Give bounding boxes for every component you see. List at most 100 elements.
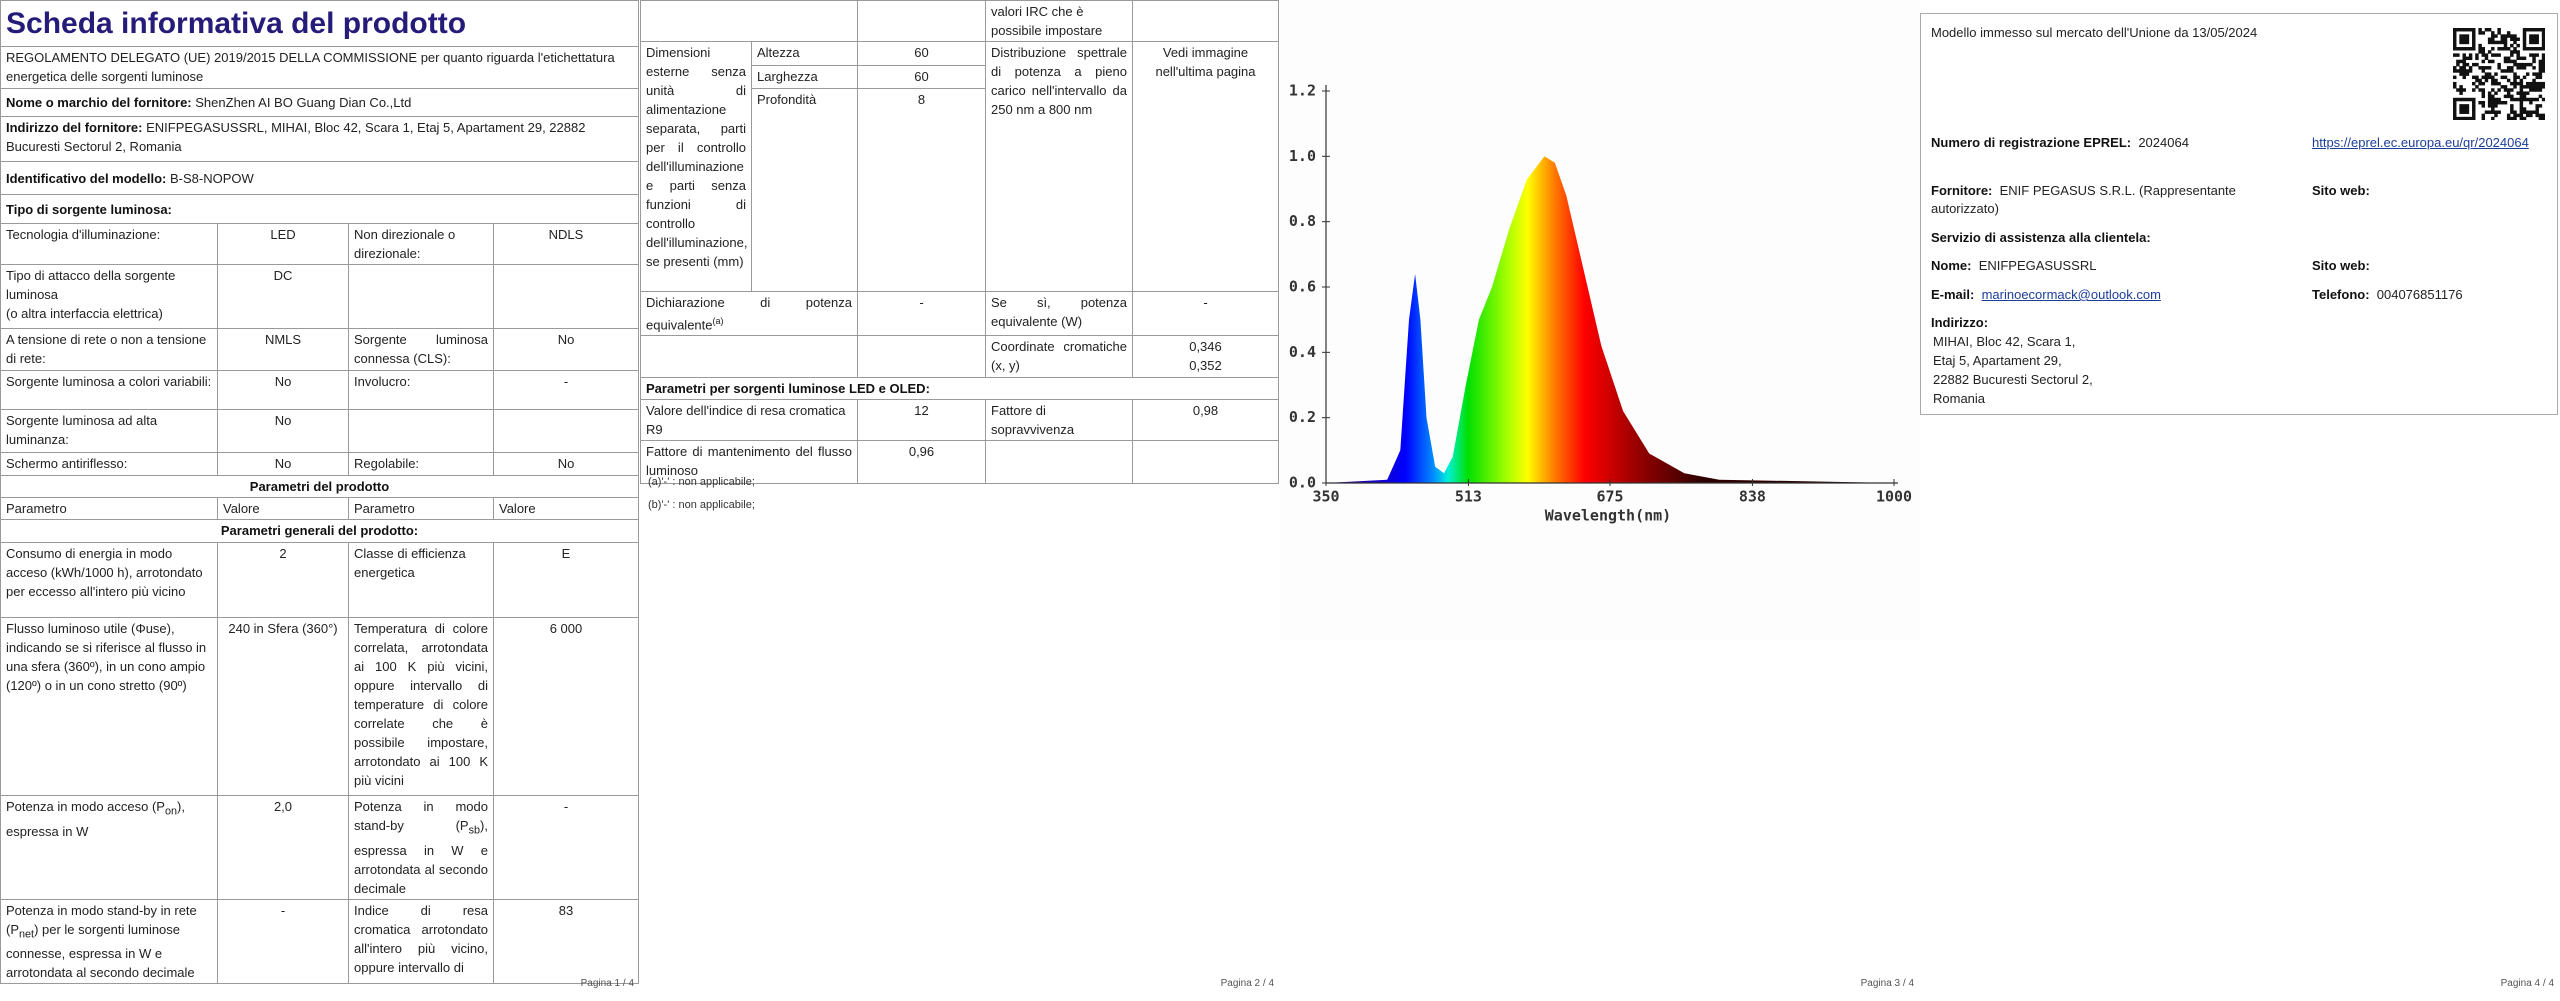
qr-module xyxy=(2462,72,2466,76)
qr-module xyxy=(2497,31,2501,35)
qr-module xyxy=(2497,81,2501,86)
qr-module xyxy=(2475,85,2479,89)
value: 2024064 xyxy=(2138,135,2189,150)
label: Involucro: xyxy=(348,370,494,410)
qr-module xyxy=(2522,107,2527,111)
qr-module xyxy=(2465,110,2470,114)
qr-module xyxy=(2519,116,2524,120)
qr-module xyxy=(2519,110,2524,114)
qr-module xyxy=(2532,78,2536,83)
qr-module xyxy=(2491,37,2495,41)
qr-module xyxy=(2516,113,2520,118)
qr-module xyxy=(2529,40,2533,45)
qr-module xyxy=(2522,40,2527,45)
qr-module xyxy=(2453,31,2457,35)
qr-module xyxy=(2532,40,2536,45)
qr-module xyxy=(2503,88,2508,92)
qr-module xyxy=(2535,88,2539,92)
qr-module xyxy=(2506,47,2511,51)
cell xyxy=(857,335,986,379)
qr-module xyxy=(2513,50,2517,54)
qr-module xyxy=(2494,97,2498,102)
qr-module xyxy=(2532,28,2536,32)
qr-module xyxy=(2491,47,2495,51)
email-link[interactable]: marinoecormack@outlook.com xyxy=(1981,287,2161,302)
qr-module xyxy=(2453,40,2457,45)
qr-module xyxy=(2525,72,2530,76)
qr-module xyxy=(2497,40,2501,45)
tr: A tensione di rete o non a tensione di r… xyxy=(0,328,639,371)
value: 8 xyxy=(857,88,986,292)
qr-module xyxy=(2541,62,2545,67)
qr-module xyxy=(2541,116,2545,120)
page-footer: Pagina 4 / 4 xyxy=(2500,978,2554,989)
qr-module xyxy=(2538,72,2543,76)
qr-module xyxy=(2525,91,2530,95)
qr-module xyxy=(2494,113,2498,118)
qr-module xyxy=(2453,43,2457,48)
tr: Dichiarazione di potenza equivalente(a) -… xyxy=(640,290,1279,337)
qr-module xyxy=(2541,69,2545,73)
text: net xyxy=(19,928,35,941)
y-tick-label: 0.0 xyxy=(1289,474,1316,492)
qr-module xyxy=(2459,116,2463,120)
qr-module xyxy=(2456,88,2460,92)
qr-module xyxy=(2541,28,2545,32)
qr-module xyxy=(2525,97,2530,102)
info-table: valori IRC che è possibile impostare Dim… xyxy=(640,0,1279,485)
qr-module xyxy=(2481,59,2486,64)
qr-module xyxy=(2487,59,2492,64)
value: - xyxy=(857,290,986,337)
qr-module xyxy=(2491,31,2495,35)
label: Temperatura di colore correlata, arroton… xyxy=(348,617,494,796)
qr-module xyxy=(2535,104,2539,108)
eprel-link[interactable]: https://eprel.ec.europa.eu/qr/2024064 xyxy=(2312,135,2529,150)
y-tick-label: 0.8 xyxy=(1289,212,1316,230)
label: Indirizzo del fornitore: xyxy=(6,120,143,135)
qr-module xyxy=(2453,75,2457,80)
qr-module xyxy=(2491,116,2495,120)
qr-module xyxy=(2453,28,2457,32)
value: DC xyxy=(217,264,349,329)
qr-module xyxy=(2468,69,2473,73)
qr-module xyxy=(2519,81,2524,86)
qr-module xyxy=(2491,100,2495,105)
cell: Tipo di attacco della sorgente luminosa (… xyxy=(0,264,218,329)
qr-module xyxy=(2453,81,2457,86)
qr-module xyxy=(2494,81,2498,86)
info-table: Scheda informativa del prodotto REGOLAME… xyxy=(0,0,639,985)
qr-module xyxy=(2538,59,2543,64)
qr-module xyxy=(2459,104,2463,108)
text: (a) xyxy=(712,316,724,326)
qr-module xyxy=(2478,81,2482,86)
text: sb xyxy=(468,824,481,837)
qr-module xyxy=(2513,113,2517,118)
cell: Nome o marchio del fornitore: ShenZhen A… xyxy=(0,88,639,117)
label: Tecnologia d'illuminazione: xyxy=(0,223,218,265)
qr-module xyxy=(2506,88,2511,92)
div: Numero di registrazione EPREL: 2024064 xyxy=(1931,134,2189,152)
qr-module xyxy=(2462,107,2466,111)
qr-module xyxy=(2462,88,2466,92)
qr-module xyxy=(2538,81,2543,86)
label: Potenza in modo stand-by (Psb), espressa… xyxy=(348,795,494,900)
qr-module xyxy=(2487,91,2492,95)
qr-module xyxy=(2472,75,2476,80)
qr-module xyxy=(2481,53,2486,57)
cell xyxy=(985,440,1133,485)
value: 6 000 xyxy=(493,617,639,796)
label: valori IRC che è possibile impostare xyxy=(985,0,1133,42)
title: Scheda informativa del prodotto xyxy=(0,0,639,47)
qr-module xyxy=(2500,37,2505,41)
qr-module xyxy=(2541,31,2545,35)
qr-module xyxy=(2522,94,2527,99)
tr: Potenza in modo stand-by in rete (Pnet) … xyxy=(0,898,639,985)
qr-module xyxy=(2529,81,2533,86)
qr-module xyxy=(2456,47,2460,51)
qr-module xyxy=(2513,62,2517,67)
qr-module xyxy=(2494,72,2498,76)
qr-module xyxy=(2481,75,2486,80)
qr-module xyxy=(2481,47,2486,51)
qr-module xyxy=(2472,62,2476,67)
qr-module xyxy=(2525,85,2530,89)
